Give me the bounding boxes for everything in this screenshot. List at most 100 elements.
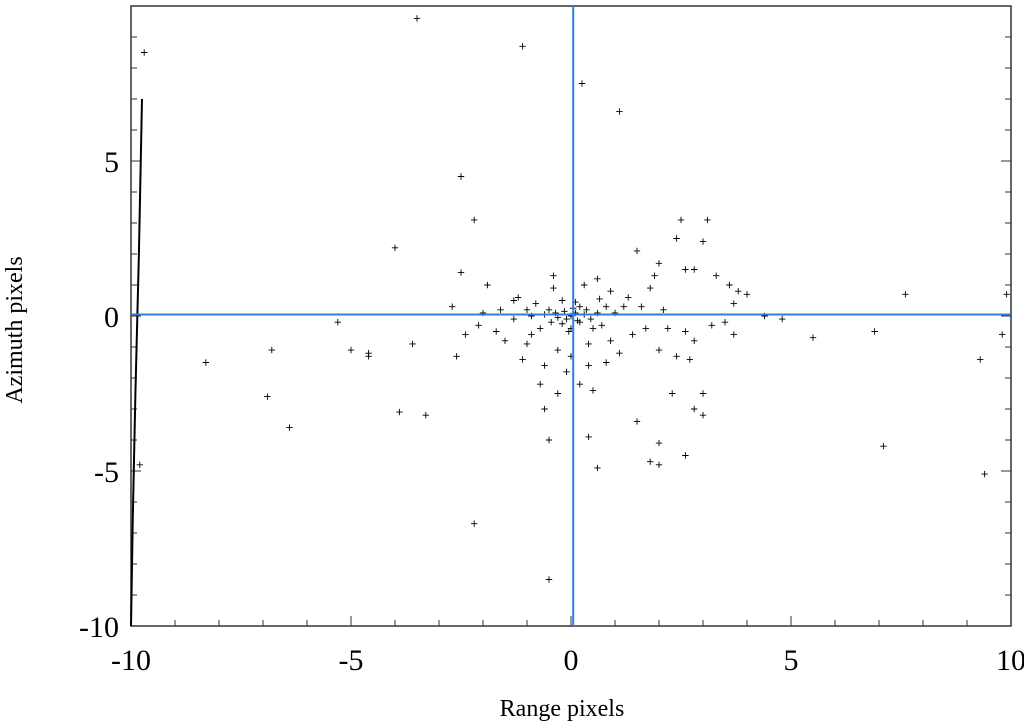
data-point	[589, 325, 597, 332]
data-point	[589, 387, 597, 394]
data-point	[286, 424, 293, 431]
data-point	[471, 216, 478, 224]
data-point	[537, 325, 544, 332]
data-point	[365, 350, 372, 357]
data-point	[334, 319, 341, 326]
data-point	[596, 295, 603, 303]
data-point	[484, 281, 491, 289]
data-point	[779, 315, 786, 323]
data-point	[510, 315, 517, 323]
data-point	[655, 439, 663, 447]
data-point	[730, 300, 737, 307]
data-point	[721, 319, 729, 326]
data-point	[677, 216, 685, 224]
data-point	[457, 173, 465, 180]
data-point	[519, 43, 526, 50]
data-point	[691, 266, 698, 273]
data-point	[598, 322, 605, 329]
data-point	[664, 325, 671, 332]
data-point	[497, 306, 504, 313]
data-point	[559, 297, 566, 304]
data-point	[202, 359, 209, 366]
data-point	[559, 320, 566, 327]
data-point	[708, 322, 715, 329]
data-point	[471, 520, 478, 527]
data-point	[699, 412, 707, 419]
data-point	[409, 340, 416, 348]
data-point	[523, 306, 531, 313]
data-point	[493, 328, 500, 335]
x-axis-title: Range pixels	[500, 696, 625, 722]
data-point	[699, 390, 707, 397]
data-point	[413, 15, 421, 22]
data-point	[422, 412, 429, 419]
data-point	[660, 306, 667, 313]
data-point	[735, 288, 742, 295]
y-tick-label: 0	[104, 301, 119, 334]
data-point	[633, 247, 641, 255]
data-point	[528, 331, 535, 338]
data-point	[673, 235, 680, 242]
data-point	[880, 443, 887, 450]
data-point	[686, 356, 693, 363]
data-point	[554, 390, 561, 397]
data-point	[583, 306, 590, 313]
data-point	[616, 350, 623, 357]
data-point	[563, 315, 570, 323]
data-point	[141, 49, 148, 56]
x-tick-label: 5	[784, 644, 799, 677]
data-point	[642, 325, 649, 332]
data-point	[607, 337, 614, 344]
crosshair	[131, 6, 1011, 626]
tick-marks	[130, 5, 1012, 627]
data-point	[655, 260, 663, 267]
data-point	[550, 284, 557, 292]
data-point	[541, 405, 548, 413]
data-point	[563, 368, 570, 375]
y-tick-label: -10	[79, 611, 119, 644]
data-point	[673, 353, 680, 360]
data-point	[515, 294, 522, 301]
data-point	[871, 328, 878, 335]
data-point	[704, 216, 711, 224]
data-point	[638, 303, 645, 310]
data-point	[585, 433, 592, 441]
tick-labels: -10 -5 0 5 10 -10 -5 0 5	[79, 146, 1024, 677]
data-point	[607, 288, 614, 295]
y-tick-label: 5	[104, 146, 119, 179]
data-point	[475, 322, 482, 329]
scatter-points	[136, 15, 1010, 583]
data-point	[554, 346, 561, 354]
data-point	[545, 306, 553, 313]
data-point	[999, 331, 1006, 338]
data-point	[578, 80, 586, 87]
data-point	[576, 303, 583, 310]
data-point	[682, 328, 689, 335]
data-point	[726, 281, 733, 289]
data-point	[629, 331, 636, 338]
data-point	[655, 346, 663, 354]
data-point	[565, 328, 572, 335]
y-tick-label: -5	[94, 456, 119, 489]
data-point	[264, 393, 271, 400]
data-point	[902, 291, 909, 298]
data-point	[136, 461, 143, 468]
data-point	[457, 269, 465, 276]
data-point	[603, 303, 610, 310]
data-point	[550, 272, 557, 279]
data-point	[625, 294, 632, 301]
data-point	[347, 346, 355, 354]
data-point	[532, 300, 539, 307]
data-point	[713, 272, 720, 279]
data-point	[616, 108, 623, 115]
data-point	[523, 340, 531, 348]
data-point	[730, 331, 737, 338]
data-point	[699, 238, 707, 245]
data-point	[682, 452, 689, 459]
data-point	[981, 470, 988, 478]
data-point	[462, 331, 469, 338]
data-point	[585, 340, 592, 348]
x-tick-label: -5	[339, 644, 364, 677]
data-point	[576, 381, 583, 388]
data-point	[651, 272, 658, 279]
